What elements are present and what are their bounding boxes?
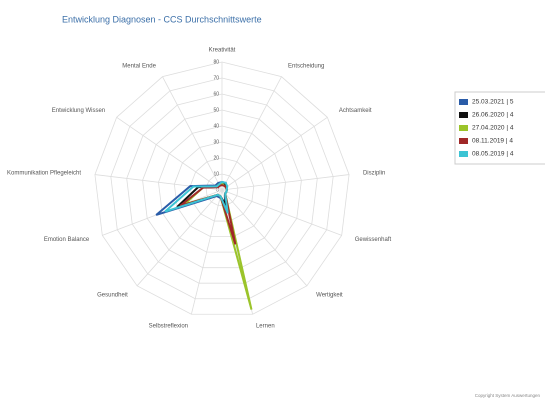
grid-ring — [94, 61, 350, 315]
grid-ring — [173, 141, 271, 238]
chart-title: Entwicklung Diagnosen - CCS Durchschnitt… — [62, 14, 262, 24]
r-tick-label: 60 — [213, 91, 219, 97]
legend-swatch — [459, 112, 468, 118]
grid-ring — [158, 125, 286, 253]
r-tick-label: 30 — [213, 139, 219, 145]
axis-label: Emotion Balance — [44, 237, 90, 243]
r-tick-label: 20 — [213, 155, 219, 161]
legend-swatch — [459, 125, 468, 131]
spoke — [221, 189, 308, 287]
spoke — [221, 76, 282, 191]
r-tick-label: 70 — [213, 75, 219, 81]
axis-label: Lernen — [256, 324, 275, 330]
grid-ring — [126, 93, 318, 284]
r-tick-label: 0 — [216, 187, 219, 193]
spoke — [116, 116, 223, 191]
r-tick-label: 40 — [213, 123, 219, 129]
legend-label: 26.06.2020 | 4 — [472, 112, 514, 119]
axis-label: Entscheidung — [288, 64, 324, 70]
spoke — [221, 174, 350, 191]
legend-swatch — [459, 138, 468, 144]
r-tick-label: 10 — [213, 171, 219, 177]
spoke — [136, 189, 223, 287]
axis-label: Entwicklung Wissen — [52, 108, 105, 114]
footer: Copyright System Auswertungen — [475, 393, 541, 398]
grid-ring — [189, 157, 255, 222]
legend-swatch — [459, 99, 468, 105]
r-tick-label: 50 — [213, 107, 219, 113]
axis-label: Wertigkeit — [316, 292, 343, 298]
spoke — [162, 76, 223, 191]
axis-label: Disziplin — [363, 171, 385, 177]
grid-ring — [110, 77, 334, 300]
legend-swatch — [459, 151, 468, 157]
r-tick-label: 80 — [213, 59, 219, 65]
axis-label: Selbstreflexion — [149, 324, 188, 330]
axis-label: Gesundheit — [97, 292, 128, 298]
legend-label: 08.05.2019 | 4 — [472, 151, 514, 158]
legend-label: 25.03.2021 | 5 — [472, 99, 514, 106]
series-line — [164, 180, 229, 214]
axis-label: Kreativität — [209, 48, 236, 54]
spoke — [221, 189, 342, 236]
axis-label: Gewissenhaft — [355, 237, 392, 243]
grid-ring — [142, 109, 302, 269]
legend-label: 27.04.2020 | 4 — [472, 125, 514, 132]
axis-label: Kommunikation Pflegeleicht — [7, 171, 81, 177]
axis-label: Achtsamkeit — [339, 108, 372, 114]
legend-box — [454, 91, 545, 165]
spoke — [221, 116, 328, 191]
legend-label: 08.11.2019 | 4 — [472, 138, 513, 145]
spoke — [190, 189, 223, 315]
axis-label: Mental Ende — [122, 64, 156, 70]
